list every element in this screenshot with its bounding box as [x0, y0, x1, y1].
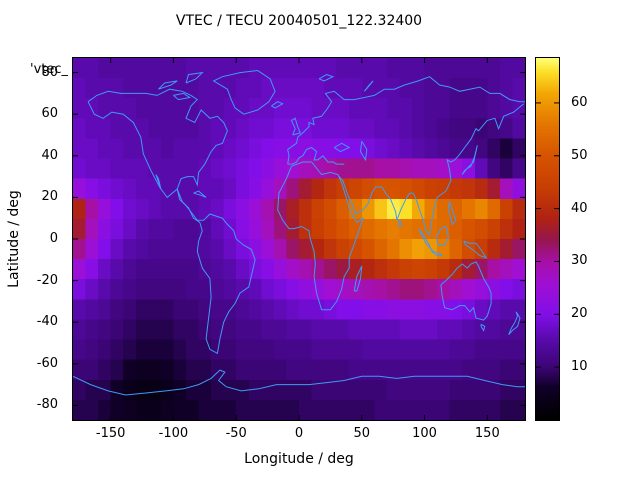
coastline	[155, 174, 162, 190]
coastline	[290, 117, 301, 136]
coastline	[173, 92, 192, 101]
chart-title: VTEC / TECU 20040501_122.32400	[175, 13, 423, 29]
colorbar-tick-label: 40	[571, 200, 588, 216]
coastline	[440, 261, 492, 321]
coastline	[463, 240, 488, 259]
series-key-label: 'vtec_	[30, 62, 69, 77]
colorbar-ticks	[536, 102, 559, 368]
coastline	[508, 311, 521, 336]
coastline	[271, 101, 284, 109]
coastline	[447, 201, 457, 226]
coastline	[193, 190, 207, 198]
colorbar-tick-label: 10	[571, 359, 588, 375]
coastline	[461, 145, 478, 175]
coastline	[87, 88, 228, 190]
x-tick-label: -100	[158, 426, 189, 441]
coastline	[277, 161, 364, 311]
y-tick-label: -20	[36, 272, 58, 288]
coastline	[318, 74, 335, 82]
coastline	[176, 188, 256, 355]
coastline	[287, 76, 525, 165]
coastline	[333, 142, 351, 153]
coastline	[87, 101, 203, 231]
y-tick-label: 40	[41, 147, 58, 163]
x-tick-label: 50	[353, 426, 371, 441]
x-tick-label: 0	[294, 426, 304, 441]
colorbar	[535, 57, 560, 421]
y-tick-label: 60	[41, 106, 58, 122]
coastline	[359, 140, 368, 162]
colorbar-tick-label: 20	[571, 306, 588, 322]
coastline	[381, 103, 525, 236]
colorbar-tick-label: 50	[571, 147, 588, 163]
y-tick-label: -60	[36, 355, 58, 371]
coastline	[363, 80, 374, 92]
coastline	[73, 369, 525, 396]
x-tick-label: 150	[474, 426, 500, 441]
heatmap-canvas	[73, 58, 525, 420]
coastline-overlay	[73, 58, 525, 420]
coastline	[212, 69, 276, 115]
y-tick-label: 80	[41, 64, 58, 80]
coastline	[338, 176, 382, 215]
coastline	[353, 265, 363, 292]
coastline	[158, 80, 178, 90]
coastline	[397, 220, 403, 228]
y-tick-label: -80	[36, 397, 58, 413]
colorbar-gradient	[536, 58, 559, 420]
plot-area	[72, 57, 526, 421]
colorbar-tick-label: 60	[571, 94, 588, 110]
y-axis-label: Latitude / deg	[6, 190, 22, 288]
x-tick-label: -50	[225, 426, 247, 441]
x-tick-label: -150	[95, 426, 126, 441]
y-tick-label: 20	[41, 189, 58, 205]
y-tick-label: 0	[49, 231, 58, 246]
coastline	[435, 225, 449, 246]
coastline	[185, 71, 204, 84]
coastline	[287, 146, 345, 165]
x-tick-label: 100	[412, 426, 437, 441]
y-tick-label: -40	[36, 314, 58, 330]
colorbar-tick-label: 30	[571, 253, 588, 269]
x-axis-label: Longitude / deg	[244, 451, 354, 467]
coastline	[480, 323, 486, 332]
coastline	[417, 228, 444, 257]
